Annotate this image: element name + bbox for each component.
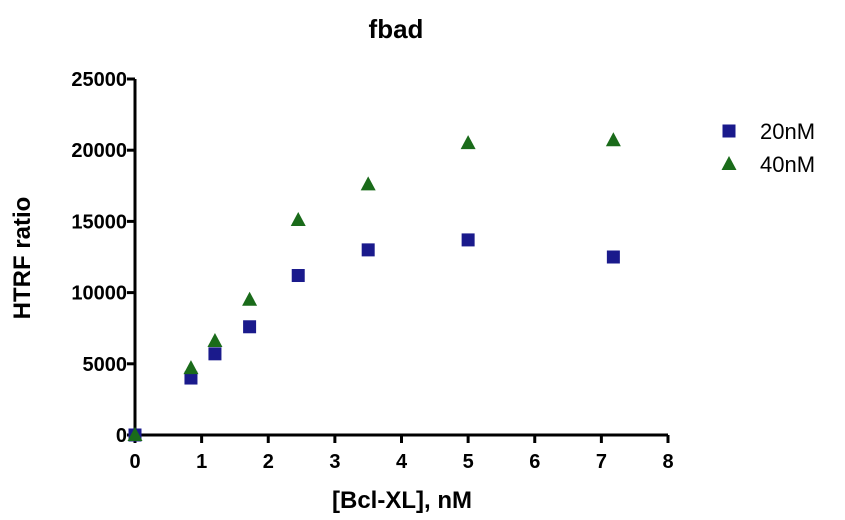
x-tick-label: 7 <box>596 451 607 473</box>
y-tick-label: 15000 <box>71 211 127 233</box>
y-tick-label: 10000 <box>71 283 127 305</box>
x-tick-label: 5 <box>463 451 474 473</box>
chart-title: fbad <box>369 14 424 44</box>
legend: 20nM 40nM <box>721 119 815 177</box>
data-point-triangle <box>242 291 258 306</box>
legend-label-40nM: 40nM <box>760 152 815 177</box>
series-20nM <box>128 233 620 442</box>
data-point-square <box>461 233 475 247</box>
y-tick-label: 20000 <box>71 140 127 162</box>
data-point-square <box>243 320 257 334</box>
legend-marker-40nM <box>721 156 737 170</box>
x-tick-label: 4 <box>396 451 408 473</box>
x-tick-label: 6 <box>529 451 540 473</box>
data-point-triangle <box>360 176 376 191</box>
x-tick-label: 2 <box>263 451 274 473</box>
axes: 0 5000 10000 15000 20000 25000 0 1 2 3 4 5 6 7 8 <box>71 69 673 473</box>
data-point-triangle <box>127 427 143 441</box>
x-tick-label: 3 <box>329 451 340 473</box>
data-point-triangle <box>290 211 306 226</box>
y-axis-title: HTRF ratio <box>9 197 36 320</box>
data-point-square <box>361 243 375 257</box>
data-point-triangle <box>605 132 621 147</box>
series-40nM <box>127 132 621 441</box>
data-marks <box>127 132 621 442</box>
legend-label-20nM: 20nM <box>760 119 815 144</box>
data-point-triangle <box>460 135 476 150</box>
data-point-square <box>291 269 305 283</box>
x-tick-label: 1 <box>196 451 207 473</box>
x-tick-label: 0 <box>129 451 140 473</box>
data-point-square <box>606 250 620 264</box>
y-tick-label: 25000 <box>71 69 127 91</box>
legend-marker-20nM <box>722 124 736 138</box>
y-tick-label: 0 <box>116 425 127 447</box>
data-point-square <box>208 347 222 361</box>
data-point-triangle <box>207 333 223 348</box>
x-axis-title: [Bcl-XL], nM <box>332 487 472 514</box>
x-tick-label: 8 <box>662 451 673 473</box>
data-point-square <box>184 371 198 385</box>
y-tick-label: 5000 <box>83 354 128 376</box>
data-point-triangle <box>183 360 199 375</box>
